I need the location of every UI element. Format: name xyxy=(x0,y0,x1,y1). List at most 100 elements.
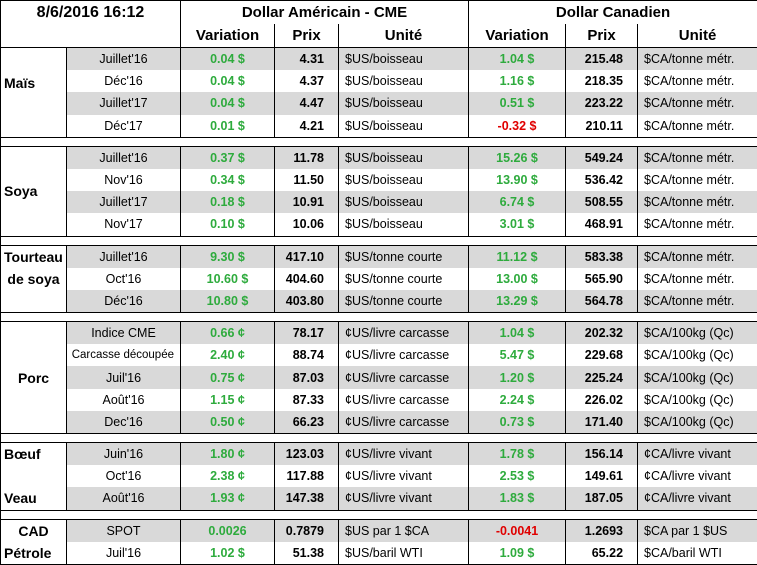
table-row: Juillet'17 0.04 $ 4.47 $US/boisseau 0.51… xyxy=(1,92,757,114)
contract-month: Août'16 xyxy=(67,487,181,510)
group-label-blank xyxy=(1,290,67,313)
usd-unit: $US/tonne courte xyxy=(339,268,469,290)
cad-price: 583.38 xyxy=(566,245,638,268)
cad-price: 565.90 xyxy=(566,268,638,290)
section-separator xyxy=(1,236,757,245)
contract-month: Juillet'17 xyxy=(67,92,181,114)
cad-price: 149.61 xyxy=(566,465,638,487)
usd-variation: 1.15 ¢ xyxy=(181,389,275,411)
usd-price: 417.10 xyxy=(275,245,339,268)
table-row: Pétrole Juil'16 1.02 $ 51.38 $US/baril W… xyxy=(1,542,757,565)
table-row: Déc'16 10.80 $ 403.80 $US/tonne courte 1… xyxy=(1,290,757,313)
cad-unite-header: Unité xyxy=(638,24,757,48)
usd-unite-header: Unité xyxy=(339,24,469,48)
usd-unit: ¢US/livre carcasse xyxy=(339,389,469,411)
usd-variation: 1.93 ¢ xyxy=(181,487,275,510)
cad-section-title: Dollar Canadien xyxy=(469,1,757,25)
usd-unit: $US/boisseau xyxy=(339,48,469,71)
table-row: CAD SPOT 0.0026 0.7879 $US par 1 $CA -0.… xyxy=(1,519,757,542)
contract-month: Juil'16 xyxy=(67,366,181,388)
cad-price: 202.32 xyxy=(566,322,638,345)
table-row: Déc'17 0.01 $ 4.21 $US/boisseau -0.32 $ … xyxy=(1,115,757,138)
cad-unit: $CA/tonne métr. xyxy=(638,92,757,114)
usd-price: 11.50 xyxy=(275,169,339,191)
cad-variation: 1.04 $ xyxy=(469,322,566,345)
cad-unit: $CA/tonne métr. xyxy=(638,191,757,213)
usd-unit: $US/boisseau xyxy=(339,70,469,92)
table-row: Juillet'17 0.18 $ 10.91 $US/boisseau 6.7… xyxy=(1,191,757,213)
usd-variation: 0.18 $ xyxy=(181,191,275,213)
table-row: Porc Indice CME 0.66 ¢ 78.17 ¢US/livre c… xyxy=(1,322,757,345)
cad-unit: $CA/100kg (Qc) xyxy=(638,366,757,388)
cad-variation: -0.0041 xyxy=(469,519,566,542)
usd-price: 87.33 xyxy=(275,389,339,411)
cad-price: 187.05 xyxy=(566,487,638,510)
usd-variation-header: Variation xyxy=(181,24,275,48)
cad-variation: 5.47 $ xyxy=(469,344,566,366)
contract-month: Juillet'17 xyxy=(67,191,181,213)
cad-variation: 1.83 $ xyxy=(469,487,566,510)
contract-month: SPOT xyxy=(67,519,181,542)
cad-variation-header: Variation xyxy=(469,24,566,48)
usd-variation: 0.04 $ xyxy=(181,48,275,71)
usd-unit: $US/baril WTI xyxy=(339,542,469,565)
usd-price: 123.03 xyxy=(275,443,339,466)
usd-variation: 0.37 $ xyxy=(181,146,275,169)
usd-price: 117.88 xyxy=(275,465,339,487)
contract-month: Juillet'16 xyxy=(67,146,181,169)
group-label-boeuf: Bœuf xyxy=(1,443,67,466)
cad-unit: $CA/tonne métr. xyxy=(638,70,757,92)
section-separator xyxy=(1,313,757,322)
usd-variation: 0.04 $ xyxy=(181,92,275,114)
table-row: Maïs Juillet'16 0.04 $ 4.31 $US/boisseau… xyxy=(1,48,757,71)
usd-variation: 0.01 $ xyxy=(181,115,275,138)
usd-variation: 1.80 ¢ xyxy=(181,443,275,466)
usd-price: 403.80 xyxy=(275,290,339,313)
cad-variation: 2.24 $ xyxy=(469,389,566,411)
cad-unit: $CA/tonne métr. xyxy=(638,290,757,313)
contract-month: Oct'16 xyxy=(67,465,181,487)
cad-price: 215.48 xyxy=(566,48,638,71)
cad-unit: $CA/100kg (Qc) xyxy=(638,344,757,366)
usd-unit: ¢US/livre vivant xyxy=(339,487,469,510)
cad-prix-header: Prix xyxy=(566,24,638,48)
usd-unit: $US/tonne courte xyxy=(339,245,469,268)
cad-variation: 13.00 $ xyxy=(469,268,566,290)
usd-price: 404.60 xyxy=(275,268,339,290)
group-label-mais: Maïs xyxy=(1,48,67,93)
usd-price: 0.7879 xyxy=(275,519,339,542)
cad-unit: $CA/100kg (Qc) xyxy=(638,411,757,434)
cad-price: 225.24 xyxy=(566,366,638,388)
usd-price: 88.74 xyxy=(275,344,339,366)
cad-variation: 6.74 $ xyxy=(469,191,566,213)
contract-month: Déc'17 xyxy=(67,115,181,138)
usd-unit: $US/boisseau xyxy=(339,92,469,114)
usd-price: 147.38 xyxy=(275,487,339,510)
contract-month: Juil'16 xyxy=(67,542,181,565)
usd-price: 10.06 xyxy=(275,213,339,236)
section-separator xyxy=(1,137,757,146)
usd-prix-header: Prix xyxy=(275,24,339,48)
cad-price: 210.11 xyxy=(566,115,638,138)
usd-unit: ¢US/livre vivant xyxy=(339,443,469,466)
usd-variation: 9.30 $ xyxy=(181,245,275,268)
contract-month: Carcasse découpée xyxy=(67,344,181,366)
cad-variation: 13.90 $ xyxy=(469,169,566,191)
usd-price: 66.23 xyxy=(275,411,339,434)
contract-month: Juillet'16 xyxy=(67,48,181,71)
contract-month: Août'16 xyxy=(67,389,181,411)
cad-variation: 1.09 $ xyxy=(469,542,566,565)
section-separator xyxy=(1,510,757,519)
cad-unit: $CA/tonne métr. xyxy=(638,115,757,138)
cad-unit: $CA/100kg (Qc) xyxy=(638,389,757,411)
usd-price: 4.21 xyxy=(275,115,339,138)
usd-unit: $US/boisseau xyxy=(339,213,469,236)
usd-unit: $US/boisseau xyxy=(339,169,469,191)
usd-variation: 0.34 $ xyxy=(181,169,275,191)
group-label-cad: CAD xyxy=(1,519,67,542)
usd-unit: $US/boisseau xyxy=(339,191,469,213)
table-row: Juil'16 0.75 ¢ 87.03 ¢US/livre carcasse … xyxy=(1,366,757,388)
cad-price: 226.02 xyxy=(566,389,638,411)
usd-unit: $US/boisseau xyxy=(339,115,469,138)
